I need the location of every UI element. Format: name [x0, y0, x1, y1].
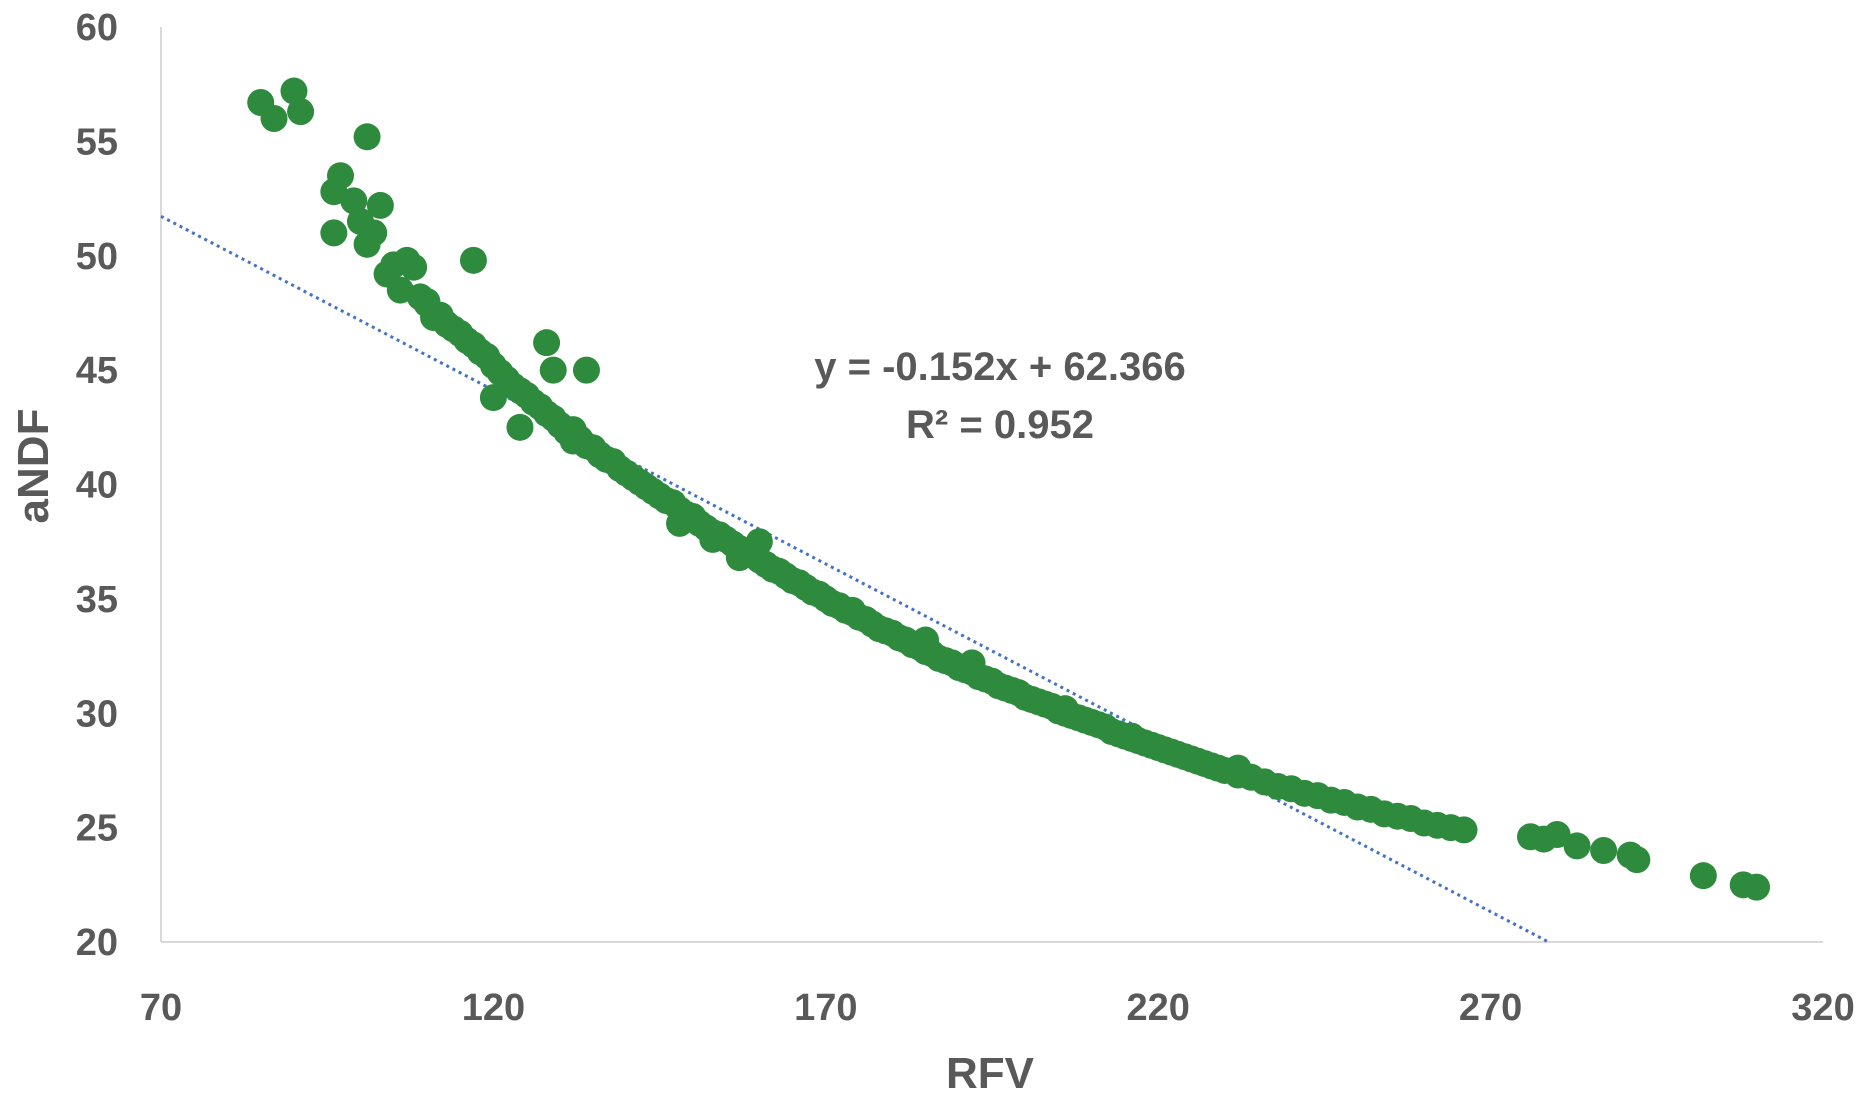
- trendline-equation: y = -0.152x + 62.366: [814, 345, 1185, 389]
- data-point: [353, 230, 381, 258]
- data-point: [1543, 820, 1571, 848]
- points-group: [247, 77, 1771, 901]
- y-tick-label: 55: [76, 121, 118, 163]
- data-point: [533, 329, 561, 357]
- data-point: [572, 356, 600, 384]
- x-tick-label: 170: [794, 987, 857, 1029]
- y-tick-labels: 20 25 30 35 40 45 50 55 60: [76, 7, 118, 964]
- data-point: [459, 246, 487, 274]
- y-tick-label: 60: [76, 7, 118, 49]
- data-point: [479, 384, 507, 412]
- data-point: [326, 162, 354, 190]
- data-point: [1118, 722, 1146, 750]
- data-point: [1623, 846, 1651, 874]
- trendline-group: [160, 214, 1550, 944]
- data-point: [1450, 816, 1478, 844]
- data-point: [539, 356, 567, 384]
- x-tick-label: 320: [1791, 987, 1854, 1029]
- data-point: [958, 649, 986, 677]
- y-tick-label: 45: [76, 350, 118, 392]
- data-point: [353, 123, 381, 151]
- x-tick-labels: 70 120 170 220 270 320: [140, 987, 1855, 1029]
- x-tick-label: 70: [140, 987, 182, 1029]
- x-tick-label: 220: [1126, 987, 1189, 1029]
- y-tick-label: 25: [76, 808, 118, 850]
- data-point: [1224, 754, 1252, 782]
- data-point: [280, 77, 308, 105]
- data-point: [340, 187, 368, 215]
- data-point: [287, 98, 315, 126]
- y-tick-label: 40: [76, 465, 118, 507]
- data-point: [506, 413, 534, 441]
- data-point: [366, 191, 394, 219]
- y-tick-label: 35: [76, 579, 118, 621]
- y-axis-title: aNDF: [9, 409, 58, 524]
- data-point: [838, 596, 866, 624]
- data-point: [559, 427, 587, 455]
- trendline: [160, 214, 1550, 944]
- data-point: [260, 105, 288, 132]
- y-tick-label: 30: [76, 693, 118, 735]
- data-point: [413, 288, 441, 315]
- data-point: [1563, 832, 1591, 860]
- data-point: [699, 525, 727, 553]
- y-tick-label: 50: [76, 236, 118, 278]
- data-point: [912, 626, 940, 654]
- trendline-r-squared: R² = 0.952: [906, 403, 1094, 447]
- data-point: [1590, 837, 1618, 864]
- data-point: [320, 219, 348, 247]
- data-point: [725, 544, 753, 572]
- x-tick-label: 270: [1459, 987, 1522, 1029]
- axes: [160, 27, 1823, 943]
- data-point: [1743, 873, 1771, 901]
- data-point: [666, 509, 694, 537]
- x-axis-title: RFV: [946, 1049, 1035, 1094]
- data-point: [400, 253, 428, 281]
- data-point: [745, 528, 773, 556]
- y-tick-label: 20: [76, 922, 118, 964]
- data-point: [1689, 862, 1717, 890]
- x-tick-label: 120: [462, 987, 525, 1029]
- data-point: [1051, 695, 1079, 723]
